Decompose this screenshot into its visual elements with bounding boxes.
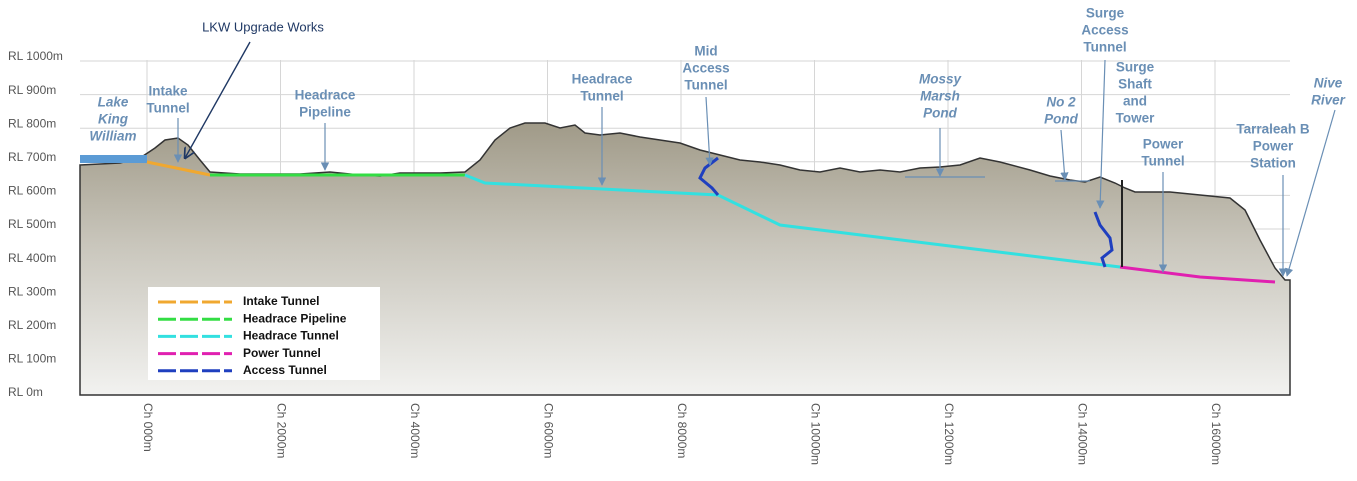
access-tunnel <box>1093 211 1114 268</box>
label: Surge <box>1116 60 1155 75</box>
label: Headrace <box>572 72 633 87</box>
chainage-label: Ch 000m <box>141 403 155 452</box>
level-label: RL 800m <box>8 116 56 130</box>
legend-label: Power Tunnel <box>243 346 321 360</box>
label: Tower <box>1116 111 1155 126</box>
label: Tarraleah B <box>1236 122 1310 137</box>
label: Station <box>1250 156 1296 171</box>
label: Tunnel <box>684 78 727 93</box>
label: Tunnel <box>580 89 623 104</box>
label: Nive <box>1314 76 1343 91</box>
label: King <box>98 112 129 127</box>
chainage-label: Ch 2000m <box>274 403 288 458</box>
power-tunnel <box>1119 265 1276 284</box>
label: Mossy <box>919 72 963 87</box>
intake-tunnel <box>146 160 211 177</box>
chainage-label: Ch 16000m <box>1209 403 1223 465</box>
chainage-label: Ch 8000m <box>675 403 689 458</box>
legend-label: Access Tunnel <box>243 363 327 377</box>
pointers <box>173 41 1336 277</box>
label: Tunnel <box>1083 40 1126 55</box>
lake <box>80 155 147 163</box>
chainage-label: Ch 4000m <box>408 403 422 458</box>
level-label: RL 700m <box>8 150 56 164</box>
level-label: RL 300m <box>8 284 56 298</box>
label: and <box>1123 94 1147 109</box>
level-label: RL 100m <box>8 352 56 366</box>
label: Shaft <box>1118 77 1152 92</box>
chainage-label: Ch 6000m <box>541 403 555 458</box>
label: Lake <box>98 95 129 110</box>
label: Headrace <box>295 88 356 103</box>
label: Tunnel <box>1141 154 1184 169</box>
level-label: RL 0m <box>8 385 43 399</box>
level-label: RL 600m <box>8 184 56 198</box>
label: Marsh <box>920 89 960 104</box>
label: Pond <box>923 106 957 121</box>
labels: Lake King William Intake Tunnel Headrace Pipel… <box>89 6 1345 171</box>
label: William <box>89 129 136 144</box>
level-label: RL 900m <box>8 83 56 97</box>
legend-label: Headrace Tunnel <box>243 329 339 343</box>
label: Mid <box>694 44 717 59</box>
label: Pond <box>1044 112 1078 127</box>
label: Intake <box>148 84 188 99</box>
chainage-label: Ch 14000m <box>1075 403 1089 465</box>
legend-label: Headrace Pipeline <box>243 311 347 325</box>
label: No 2 <box>1046 95 1076 110</box>
label: Pipeline <box>299 105 351 120</box>
terrain <box>79 122 1291 396</box>
level-label: RL 1000m <box>8 49 63 63</box>
legend-items: Intake Tunnel Headrace Pipeline Headrace T… <box>158 294 347 377</box>
label: Tunnel <box>146 101 189 116</box>
level-label: RL 400m <box>8 251 56 265</box>
legend-label: Intake Tunnel <box>243 294 319 308</box>
chainage-label: Ch 10000m <box>808 403 822 465</box>
label: Power <box>1253 139 1294 154</box>
annotation: LKW Upgrade Works <box>202 19 324 34</box>
label: River <box>1311 93 1346 108</box>
label: Access <box>682 61 729 76</box>
label: Access <box>1081 23 1128 38</box>
chainage-label: Ch 12000m <box>942 403 956 465</box>
level-label: RL 200m <box>8 318 56 332</box>
label: Power <box>1143 137 1184 152</box>
label: Surge <box>1086 6 1125 21</box>
level-label: RL 500m <box>8 217 56 231</box>
